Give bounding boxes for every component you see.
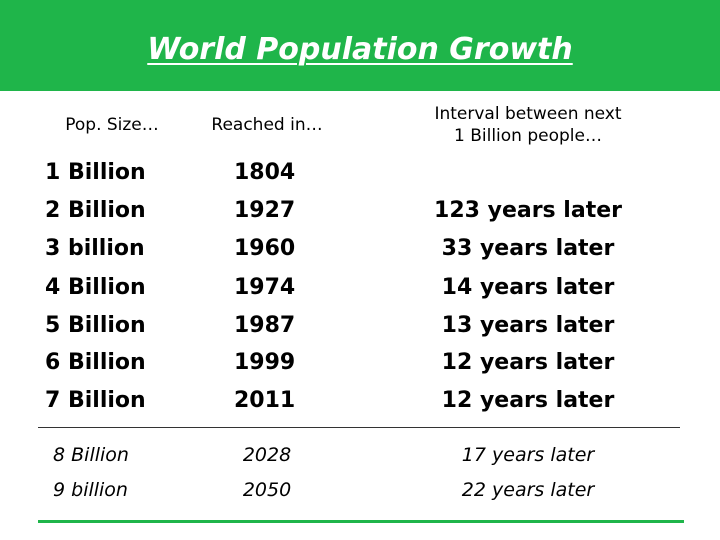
year-reached: 1987	[234, 313, 296, 338]
population-size: 8 Billion	[53, 444, 129, 466]
population-size: 4 Billion	[45, 275, 146, 300]
year-reached: 1927	[234, 198, 296, 223]
interval: 22 years later	[461, 479, 595, 501]
population-size: 3 billion	[45, 236, 145, 261]
column-header: 1 Billion people…	[454, 126, 602, 146]
divider	[38, 427, 680, 428]
year-reached: 1804	[234, 160, 296, 185]
year-reached: 2028	[242, 444, 292, 466]
interval: 13 years later	[441, 313, 615, 338]
footer-rule	[38, 520, 684, 523]
year-reached: 1974	[234, 275, 296, 300]
interval: 123 years later	[434, 198, 622, 223]
slide-title: World Population Growth	[147, 32, 573, 67]
year-reached: 1999	[234, 350, 296, 375]
population-size: 6 Billion	[45, 350, 146, 375]
population-size: 7 Billion	[45, 388, 146, 413]
population-size: 5 Billion	[45, 313, 146, 338]
column-header: Reached in…	[211, 115, 323, 135]
interval: 12 years later	[441, 350, 615, 375]
population-size: 9 billion	[53, 479, 128, 501]
year-reached: 2011	[234, 388, 296, 413]
population-size: 2 Billion	[45, 198, 146, 223]
year-reached: 1960	[234, 236, 296, 261]
column-header: Interval between next	[434, 104, 622, 124]
interval: 17 years later	[461, 444, 595, 466]
year-reached: 2050	[242, 479, 292, 501]
header-band	[0, 0, 720, 91]
interval: 12 years later	[441, 388, 615, 413]
interval: 33 years later	[441, 236, 615, 261]
interval: 14 years later	[441, 275, 615, 300]
population-size: 1 Billion	[45, 160, 146, 185]
column-header: Pop. Size…	[65, 115, 159, 135]
